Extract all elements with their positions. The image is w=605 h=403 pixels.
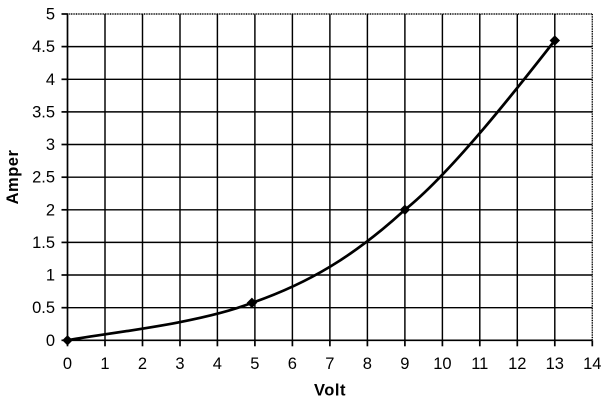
svg-text:5: 5 bbox=[250, 355, 259, 373]
svg-text:7: 7 bbox=[325, 355, 334, 373]
svg-text:9: 9 bbox=[400, 355, 409, 373]
svg-text:1.5: 1.5 bbox=[32, 234, 55, 252]
svg-text:8: 8 bbox=[363, 355, 372, 373]
svg-text:Amper: Amper bbox=[4, 150, 22, 205]
svg-text:2: 2 bbox=[138, 355, 147, 373]
svg-text:2.5: 2.5 bbox=[32, 169, 55, 187]
svg-text:Volt: Volt bbox=[314, 382, 346, 400]
svg-text:0: 0 bbox=[46, 332, 55, 350]
svg-text:3.5: 3.5 bbox=[32, 103, 55, 121]
svg-text:0: 0 bbox=[63, 355, 72, 373]
svg-text:11: 11 bbox=[471, 355, 488, 373]
svg-text:3: 3 bbox=[46, 136, 55, 154]
svg-text:5: 5 bbox=[46, 6, 55, 24]
svg-text:12: 12 bbox=[508, 355, 526, 373]
svg-text:10: 10 bbox=[433, 355, 451, 373]
svg-text:13: 13 bbox=[546, 355, 564, 373]
svg-text:0.5: 0.5 bbox=[32, 299, 55, 317]
svg-text:4: 4 bbox=[46, 71, 55, 89]
svg-text:1: 1 bbox=[100, 355, 109, 373]
svg-text:6: 6 bbox=[288, 355, 297, 373]
svg-text:2: 2 bbox=[46, 201, 55, 219]
svg-text:4: 4 bbox=[213, 355, 222, 373]
svg-text:3: 3 bbox=[175, 355, 184, 373]
svg-text:4.5: 4.5 bbox=[32, 38, 55, 56]
svg-text:1: 1 bbox=[46, 267, 55, 285]
svg-text:14: 14 bbox=[583, 355, 601, 373]
